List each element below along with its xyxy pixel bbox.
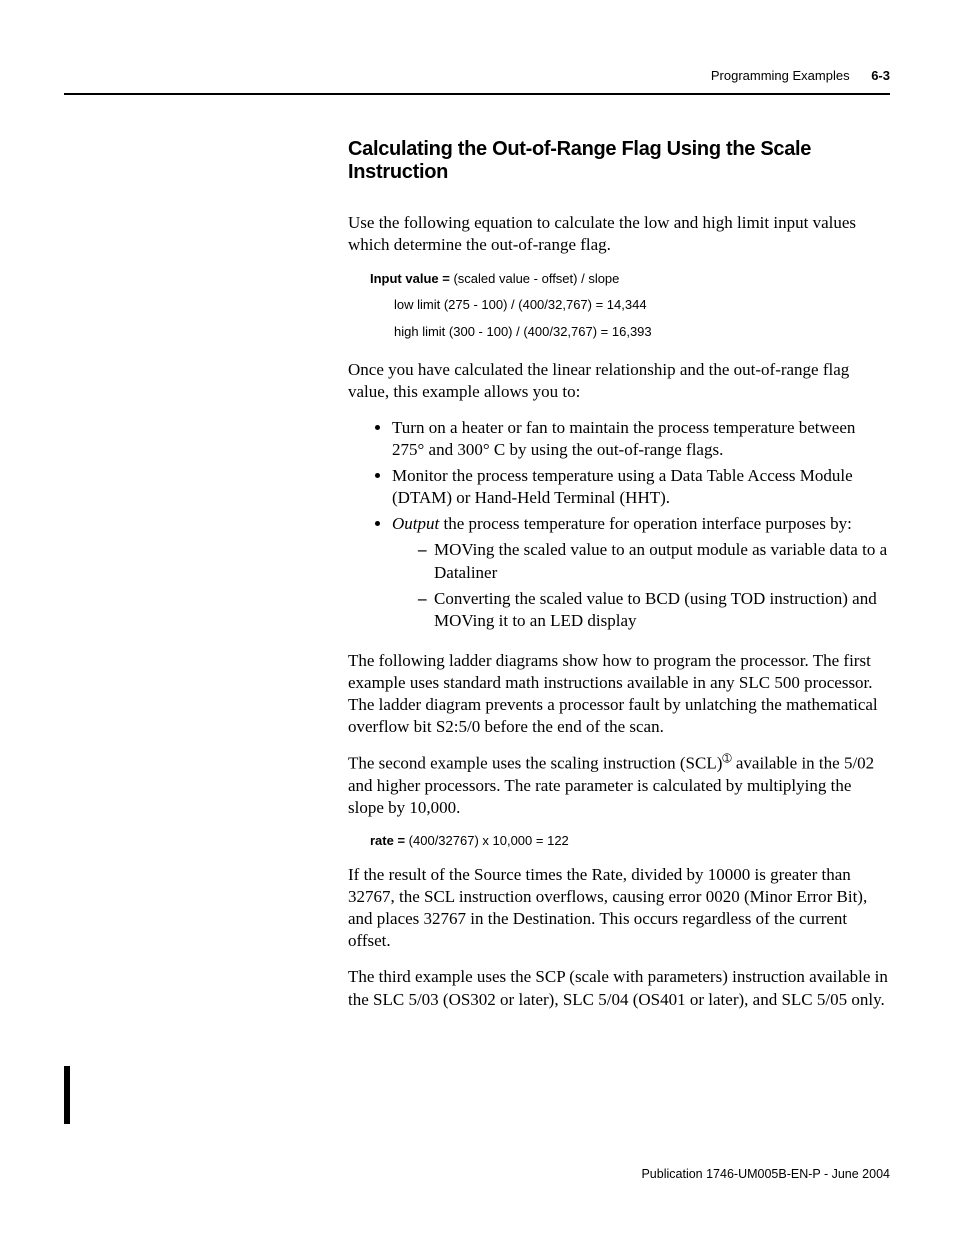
equation-expr: (scaled value - offset) / slope bbox=[450, 271, 620, 286]
publication-footer: Publication 1746-UM005B-EN-P - June 2004 bbox=[641, 1167, 890, 1181]
section-title: Calculating the Out-of-Range Flag Using … bbox=[348, 138, 888, 184]
bullet-list: Turn on a heater or fan to maintain the … bbox=[348, 417, 888, 632]
paragraph-ladder-intro: The following ladder diagrams show how t… bbox=[348, 650, 888, 738]
rate-label: rate = bbox=[370, 833, 405, 848]
para4-part-a: The second example uses the scaling inst… bbox=[348, 754, 722, 773]
dash-item-2: Converting the scaled value to BCD (usin… bbox=[418, 588, 888, 632]
header-rule bbox=[64, 93, 890, 95]
dash-item-1: MOVing the scaled value to an output mod… bbox=[418, 539, 888, 583]
equation-block: Input value = (scaled value - offset) / … bbox=[370, 270, 888, 341]
bullet-item-3: Output the process temperature for opera… bbox=[392, 513, 888, 631]
paragraph-once-calculated: Once you have calculated the linear rela… bbox=[348, 359, 888, 403]
equation-low-limit: low limit (275 - 100) / (400/32,767) = 1… bbox=[394, 296, 888, 314]
equation-line: Input value = (scaled value - offset) / … bbox=[370, 270, 888, 288]
paragraph-overflow: If the result of the Source times the Ra… bbox=[348, 864, 888, 952]
rate-expr: (400/32767) x 10,000 = 122 bbox=[405, 833, 569, 848]
header-section-name: Programming Examples bbox=[711, 68, 850, 83]
footnote-mark-1: ➀ bbox=[722, 753, 731, 765]
main-content: Calculating the Out-of-Range Flag Using … bbox=[348, 138, 888, 1025]
bullet-item-1: Turn on a heater or fan to maintain the … bbox=[392, 417, 888, 461]
paragraph-intro: Use the following equation to calculate … bbox=[348, 212, 888, 256]
bullet-3-rest: the process temperature for operation in… bbox=[439, 514, 852, 533]
revision-change-bar bbox=[64, 1066, 70, 1124]
dash-list: MOVing the scaled value to an output mod… bbox=[392, 539, 888, 631]
bullet-3-emphasis: Output bbox=[392, 514, 439, 533]
rate-equation-block: rate = (400/32767) x 10,000 = 122 bbox=[370, 833, 888, 848]
equation-high-limit: high limit (300 - 100) / (400/32,767) = … bbox=[394, 323, 888, 341]
running-header: Programming Examples 6-3 bbox=[711, 68, 890, 83]
paragraph-third-example: The third example uses the SCP (scale wi… bbox=[348, 966, 888, 1010]
header-page-number: 6-3 bbox=[871, 68, 890, 83]
equation-label: Input value = bbox=[370, 271, 450, 286]
bullet-item-2: Monitor the process temperature using a … bbox=[392, 465, 888, 509]
paragraph-second-example: The second example uses the scaling inst… bbox=[348, 752, 888, 819]
